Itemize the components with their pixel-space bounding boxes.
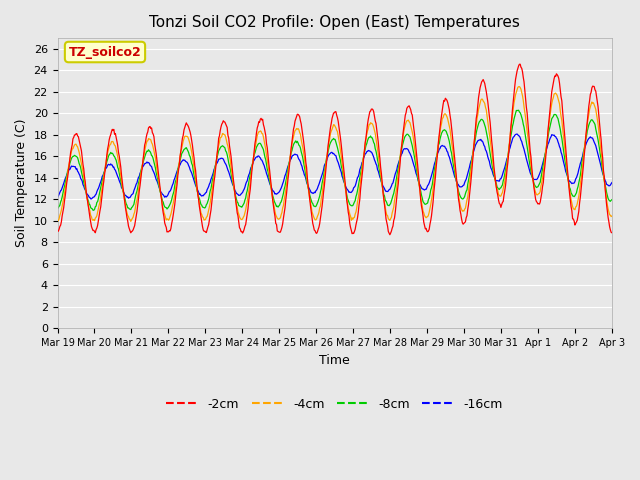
Text: TZ_soilco2: TZ_soilco2 [68, 46, 141, 59]
Y-axis label: Soil Temperature (C): Soil Temperature (C) [15, 119, 28, 247]
Title: Tonzi Soil CO2 Profile: Open (East) Temperatures: Tonzi Soil CO2 Profile: Open (East) Temp… [149, 15, 520, 30]
Legend: -2cm, -4cm, -8cm, -16cm: -2cm, -4cm, -8cm, -16cm [161, 393, 508, 416]
X-axis label: Time: Time [319, 353, 350, 367]
